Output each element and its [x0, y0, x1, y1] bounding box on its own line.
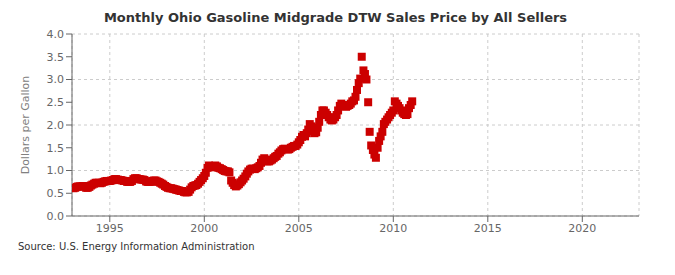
svg-text:Dollars per Gallon: Dollars per Gallon [19, 76, 32, 175]
svg-text:2000: 2000 [190, 222, 218, 235]
svg-text:2.0: 2.0 [47, 119, 65, 132]
svg-text:0.5: 0.5 [47, 187, 65, 200]
svg-text:1995: 1995 [96, 222, 124, 235]
html-text:Source: U.S. Energy Informatio: Source: U.S. Energy Information Administ… [18, 241, 255, 252]
svg-text:2020: 2020 [568, 222, 596, 235]
svg-text:3.0: 3.0 [47, 73, 65, 86]
svg-text:3.5: 3.5 [47, 51, 65, 64]
svg-text:2.5: 2.5 [47, 96, 65, 109]
html-text:Monthly Ohio Gasoline Midgrade: Monthly Ohio Gasoline Midgrade DTW Sales… [103, 10, 568, 25]
svg-text:2005: 2005 [285, 222, 313, 235]
svg-text:2015: 2015 [474, 222, 502, 235]
svg-text:2010: 2010 [379, 222, 407, 235]
svg-text:4.0: 4.0 [47, 28, 65, 41]
svg-text:0.0: 0.0 [47, 210, 65, 223]
svg-text:1.0: 1.0 [47, 164, 65, 177]
svg-text:1.5: 1.5 [47, 142, 65, 155]
